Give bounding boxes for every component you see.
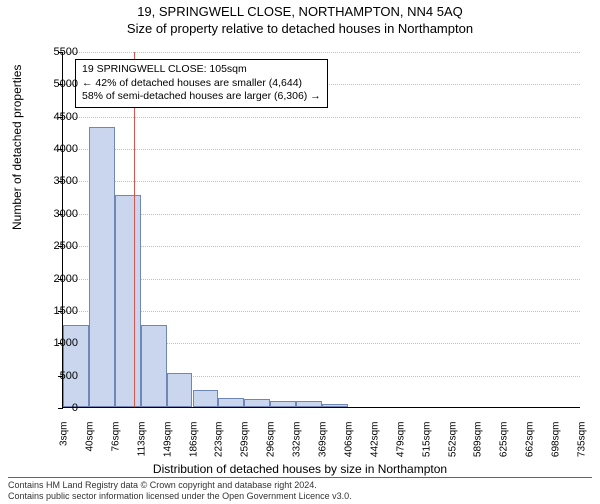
ytick-label: 5500 (38, 46, 78, 58)
y-axis-label: Number of detached properties (10, 65, 24, 230)
histogram-bar (115, 195, 141, 407)
xtick-label: 40sqm (84, 422, 95, 472)
xtick-label: 149sqm (162, 422, 173, 472)
histogram-bar (218, 398, 244, 407)
xtick-label: 406sqm (343, 422, 354, 472)
ytick-label: 5000 (38, 78, 78, 90)
histogram-bar (322, 404, 348, 407)
ytick-label: 2500 (38, 240, 78, 252)
annotation-line1: 19 SPRINGWELL CLOSE: 105sqm (82, 63, 321, 77)
xtick-label: 625sqm (499, 422, 510, 472)
xtick-label: 332sqm (292, 422, 303, 472)
xtick-label: 479sqm (395, 422, 406, 472)
annotation-box: 19 SPRINGWELL CLOSE: 105sqm ← 42% of det… (75, 59, 328, 108)
xtick-label: 113sqm (136, 422, 147, 472)
xtick-label: 662sqm (525, 422, 536, 472)
gridline (63, 52, 580, 53)
histogram-bar (244, 399, 270, 407)
title-subtitle: Size of property relative to detached ho… (0, 21, 600, 36)
histogram-bar (193, 390, 219, 407)
ytick-label: 4500 (38, 111, 78, 123)
xtick-label: 698sqm (551, 422, 562, 472)
histogram-bar (167, 373, 193, 407)
annotation-line2: ← 42% of detached houses are smaller (4,… (82, 77, 321, 91)
footer: Contains HM Land Registry data © Crown c… (8, 477, 592, 503)
xtick-label: 223sqm (214, 422, 225, 472)
xtick-label: 515sqm (421, 422, 432, 472)
ytick-label: 1500 (38, 305, 78, 317)
histogram-bar (141, 325, 167, 407)
ytick-label: 3500 (38, 175, 78, 187)
ytick-label: 4000 (38, 143, 78, 155)
footer-line1: Contains HM Land Registry data © Crown c… (8, 480, 592, 491)
xtick-label: 3sqm (59, 422, 70, 472)
histogram-bar (89, 127, 115, 407)
annotation-line3: 58% of semi-detached houses are larger (… (82, 90, 321, 104)
gridline (63, 181, 580, 182)
footer-line2: Contains public sector information licen… (8, 491, 592, 502)
histogram-bar (270, 401, 296, 407)
xtick-label: 296sqm (266, 422, 277, 472)
xtick-label: 76sqm (110, 422, 121, 472)
gridline (63, 117, 580, 118)
title-address: 19, SPRINGWELL CLOSE, NORTHAMPTON, NN4 5… (0, 4, 600, 19)
xtick-label: 552sqm (447, 422, 458, 472)
xtick-label: 735sqm (577, 422, 588, 472)
chart-container: 19, SPRINGWELL CLOSE, NORTHAMPTON, NN4 5… (0, 4, 600, 504)
xtick-label: 186sqm (188, 422, 199, 472)
ytick-label: 0 (38, 402, 78, 414)
chart-area: 19 SPRINGWELL CLOSE: 105sqm ← 42% of det… (62, 52, 580, 408)
ytick-label: 500 (38, 370, 78, 382)
ytick-label: 2000 (38, 273, 78, 285)
ytick-label: 3000 (38, 208, 78, 220)
ytick-label: 1000 (38, 337, 78, 349)
gridline (63, 149, 580, 150)
xtick-label: 369sqm (318, 422, 329, 472)
xtick-label: 589sqm (473, 422, 484, 472)
xtick-label: 259sqm (240, 422, 251, 472)
histogram-bar (296, 401, 322, 407)
xtick-label: 442sqm (369, 422, 380, 472)
